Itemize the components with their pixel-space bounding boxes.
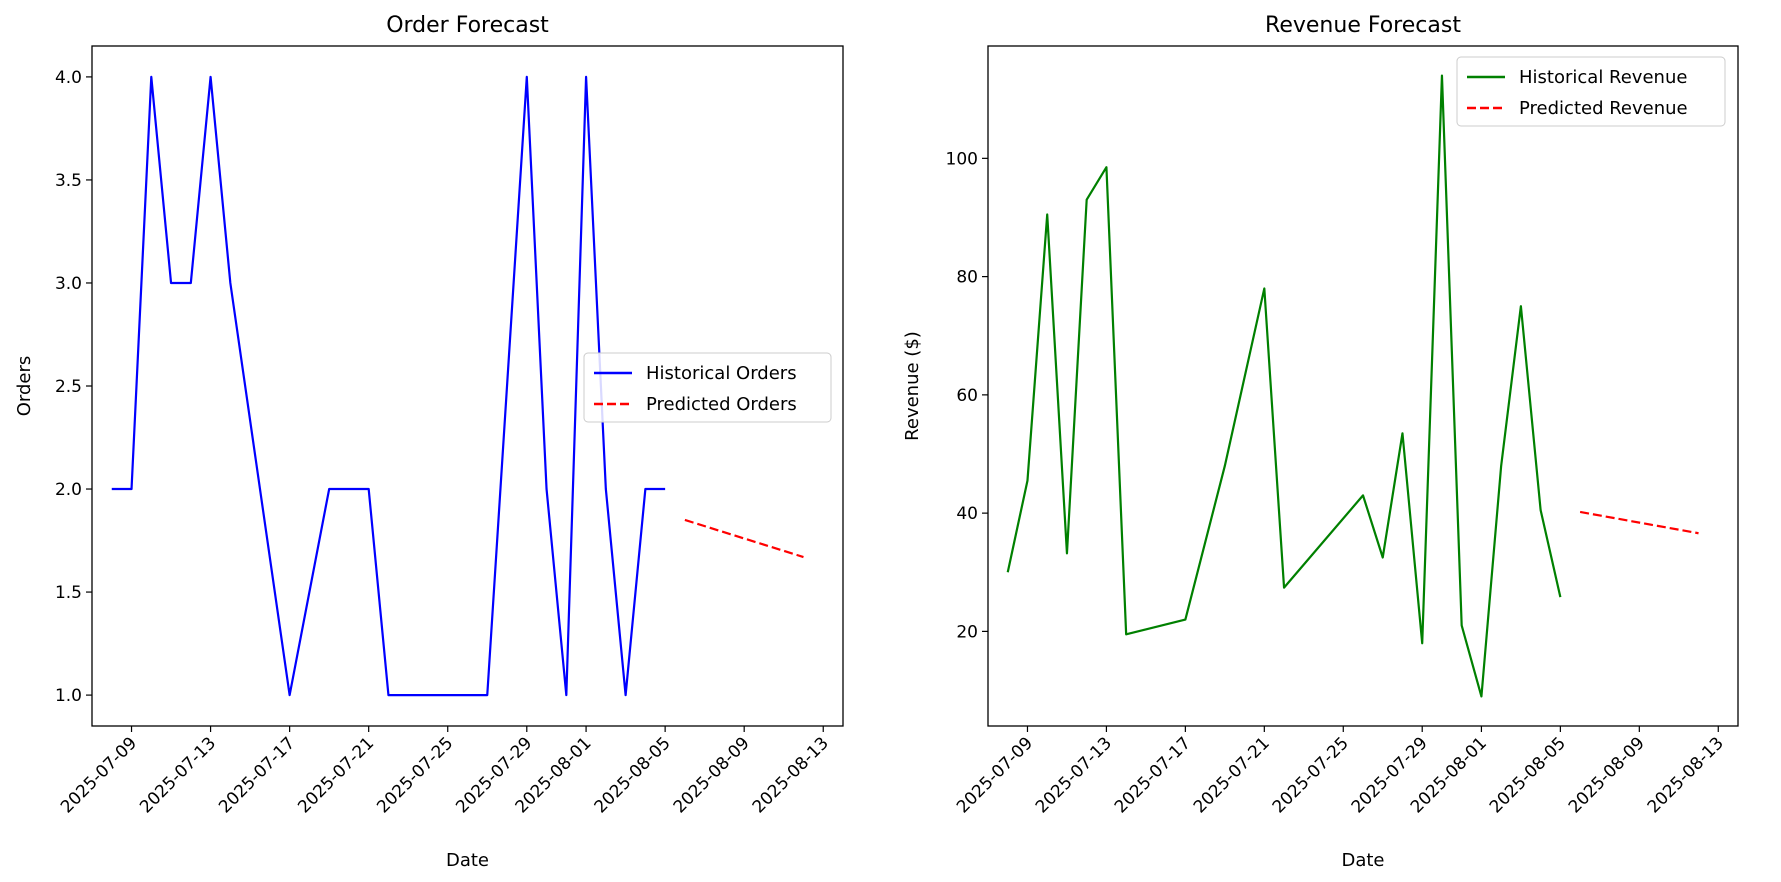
y-tick-label: 4.0 xyxy=(55,68,82,88)
y-tick-label: 40 xyxy=(956,504,978,524)
legend-label: Historical Revenue xyxy=(1519,67,1687,88)
x-tick-label: 2025-08-09 xyxy=(670,733,754,817)
x-tick-label: 2025-08-05 xyxy=(1486,733,1570,817)
y-tick-label: 2.5 xyxy=(55,377,82,397)
y-tick-label: 60 xyxy=(956,386,978,406)
series-line-historical xyxy=(1006,74,1562,698)
x-axis-label: Date xyxy=(1341,850,1384,871)
x-tick-label: 2025-08-13 xyxy=(749,733,833,817)
x-tick-label: 2025-08-13 xyxy=(1644,733,1728,817)
x-tick-label: 2025-07-21 xyxy=(294,733,378,817)
series-line-predicted xyxy=(684,518,804,559)
y-tick-label: 100 xyxy=(946,149,978,169)
order-forecast-chart: Order Forecast 1.0 1.5 2.0 2.5 3.0 3.5 4.0 2025-… xyxy=(14,13,844,871)
y-tick-label: 2.0 xyxy=(55,480,82,500)
y-tick-label: 1.0 xyxy=(55,686,82,706)
legend: Historical Revenue Predicted Revenue xyxy=(1456,56,1726,127)
chart-title: Revenue Forecast xyxy=(1265,13,1461,38)
y-axis-label: Revenue ($) xyxy=(902,331,923,441)
y-tick-label: 20 xyxy=(956,622,978,642)
legend-label: Historical Orders xyxy=(646,363,797,384)
y-tick-label: 1.5 xyxy=(55,583,82,603)
x-tick-label: 2025-07-25 xyxy=(1269,733,1353,817)
y-axis-label: Orders xyxy=(14,356,35,417)
y-tick-label: 80 xyxy=(956,268,978,288)
legend-label: Predicted Orders xyxy=(646,394,797,415)
x-tick-label: 2025-07-09 xyxy=(57,733,141,817)
x-tick-label: 2025-07-17 xyxy=(1111,733,1195,817)
legend-label: Predicted Revenue xyxy=(1519,98,1688,119)
legend-box xyxy=(583,352,832,423)
y-tick-label: 3.0 xyxy=(55,274,82,294)
chart-title: Order Forecast xyxy=(386,13,549,38)
series-line-predicted xyxy=(1579,510,1699,535)
y-tick-label: 3.5 xyxy=(55,171,82,191)
x-tick-label: 2025-08-09 xyxy=(1565,733,1649,817)
legend: Historical Orders Predicted Orders xyxy=(583,352,832,423)
legend-box xyxy=(1456,56,1726,127)
x-tick-label: 2025-07-09 xyxy=(953,733,1037,817)
x-tick-label: 2025-07-13 xyxy=(136,733,220,817)
x-tick-label: 2025-07-21 xyxy=(1190,733,1274,817)
x-axis-label: Date xyxy=(446,850,489,871)
x-tick-label: 2025-07-25 xyxy=(373,733,457,817)
revenue-forecast-chart: Revenue Forecast204060801002025-07-09202… xyxy=(902,13,1739,871)
x-tick-label: 2025-07-17 xyxy=(215,733,299,817)
series-line-historical xyxy=(111,75,666,697)
plot-area-frame xyxy=(987,45,1739,727)
x-tick-label: 2025-08-05 xyxy=(591,733,675,817)
x-tick-label: 2025-07-13 xyxy=(1032,733,1116,817)
